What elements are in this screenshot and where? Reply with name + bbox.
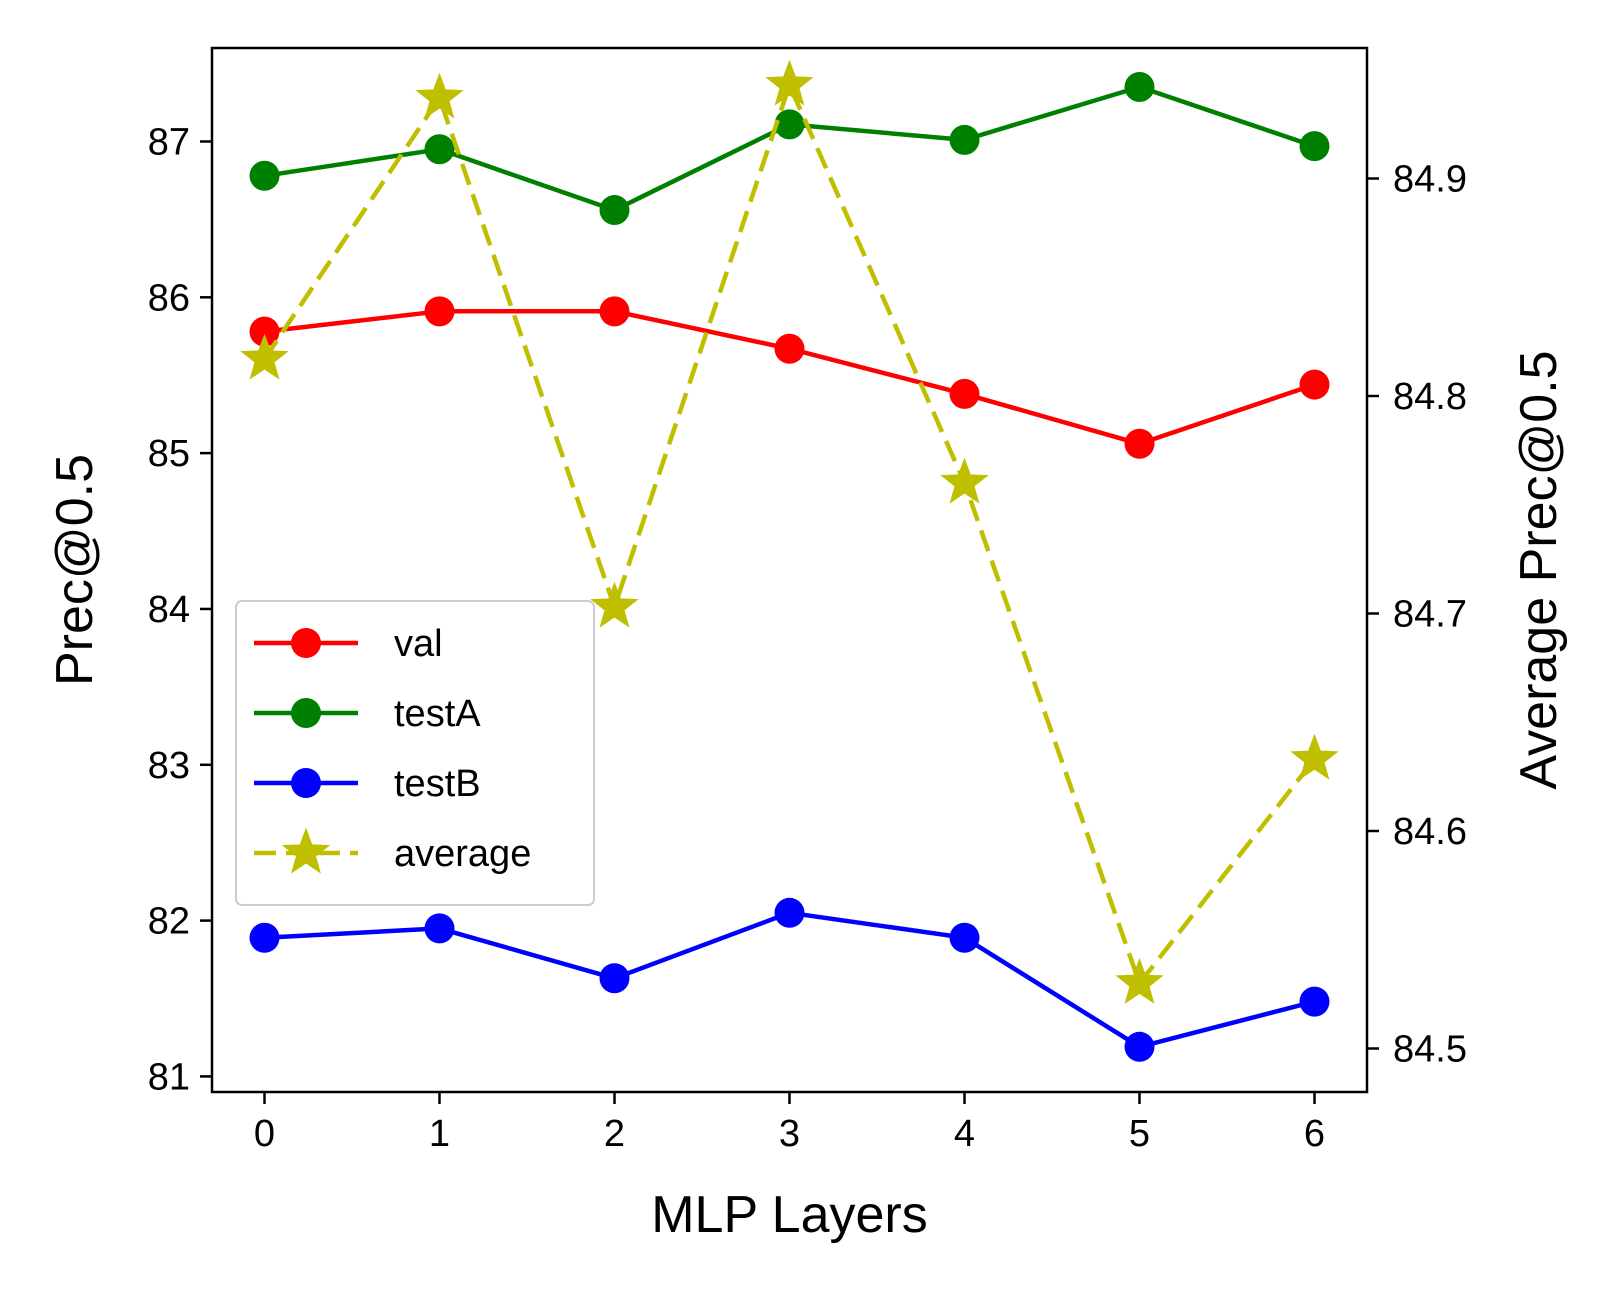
series-testA — [249, 71, 1330, 226]
data-point — [949, 124, 980, 155]
data-point — [949, 922, 980, 953]
data-point — [1299, 131, 1330, 162]
y-axis-right: 84.5 84.6 84.7 84.8 84.9 — [1367, 159, 1467, 1071]
data-point — [424, 134, 455, 165]
x-axis: 0 1 2 3 4 5 6 — [254, 1092, 1325, 1155]
legend-marker — [281, 827, 331, 874]
data-point — [599, 296, 630, 327]
data-point — [949, 378, 980, 409]
plot-area — [240, 59, 1339, 1062]
data-point — [1115, 957, 1164, 1004]
x-tick-label: 2 — [604, 1113, 625, 1155]
x-tick-label: 6 — [1304, 1113, 1325, 1155]
data-point — [774, 109, 805, 140]
y2-tick-label: 84.8 — [1393, 376, 1467, 418]
y-tick-label: 82 — [148, 901, 190, 943]
y2-tick-label: 84.7 — [1393, 594, 1467, 636]
data-point — [774, 333, 805, 364]
x-tick-label: 1 — [429, 1113, 450, 1155]
y2-tick-label: 84.5 — [1393, 1029, 1467, 1071]
data-point — [1290, 733, 1339, 780]
y2-tick-label: 84.9 — [1393, 159, 1467, 201]
data-point — [765, 59, 814, 106]
legend-item-val: val — [254, 623, 443, 665]
legend-box — [235, 600, 595, 906]
y-axis-title: Prec@0.5 — [46, 454, 104, 686]
y-tick-label: 87 — [148, 121, 190, 163]
legend-label: val — [394, 623, 443, 665]
legend-item-testA: testA — [254, 693, 481, 735]
series-line — [264, 309, 1316, 447]
y2-tick-label: 84.6 — [1393, 811, 1467, 853]
data-point — [424, 296, 455, 327]
series-average — [240, 59, 1339, 1004]
x-tick-label: 4 — [954, 1113, 975, 1155]
legend-label: testB — [394, 763, 481, 805]
legend-label: average — [394, 833, 531, 875]
x-axis-title: MLP Layers — [651, 1186, 928, 1244]
legend-label: testA — [394, 693, 481, 735]
data-point — [1124, 1031, 1155, 1062]
data-point — [240, 333, 289, 380]
data-point — [249, 316, 280, 347]
legend-marker — [291, 768, 321, 798]
y-tick-label: 86 — [148, 277, 190, 319]
legend-item-testB: testB — [254, 763, 481, 805]
data-point — [599, 195, 630, 226]
data-point — [590, 581, 639, 628]
legend-item-average: average — [254, 827, 531, 875]
legend-marker — [291, 698, 321, 728]
y-tick-label: 84 — [148, 589, 190, 631]
y-tick-label: 83 — [148, 745, 190, 787]
series-testB — [249, 897, 1330, 1062]
series-val — [249, 296, 1330, 459]
data-point — [1124, 71, 1155, 102]
data-point — [249, 922, 280, 953]
data-point — [249, 160, 280, 191]
y-tick-label: 81 — [148, 1056, 190, 1098]
data-point — [415, 72, 464, 119]
x-tick-label: 3 — [779, 1113, 800, 1155]
data-point — [424, 913, 455, 944]
y-axis-left: 81 82 83 84 85 86 87 — [148, 121, 212, 1098]
legend: val testA testB average — [235, 600, 595, 906]
data-point — [599, 963, 630, 994]
y2-axis-title: Average Prec@0.5 — [1510, 350, 1568, 789]
data-point — [774, 897, 805, 928]
data-point — [1124, 428, 1155, 459]
data-point — [1299, 986, 1330, 1017]
y-tick-label: 85 — [148, 433, 190, 475]
x-tick-label: 0 — [254, 1113, 275, 1155]
plot-frame — [210, 46, 1369, 1094]
data-point — [1299, 369, 1330, 400]
x-tick-label: 5 — [1129, 1113, 1150, 1155]
legend-marker — [291, 628, 321, 658]
series-line — [264, 84, 1316, 213]
data-point — [940, 457, 989, 504]
